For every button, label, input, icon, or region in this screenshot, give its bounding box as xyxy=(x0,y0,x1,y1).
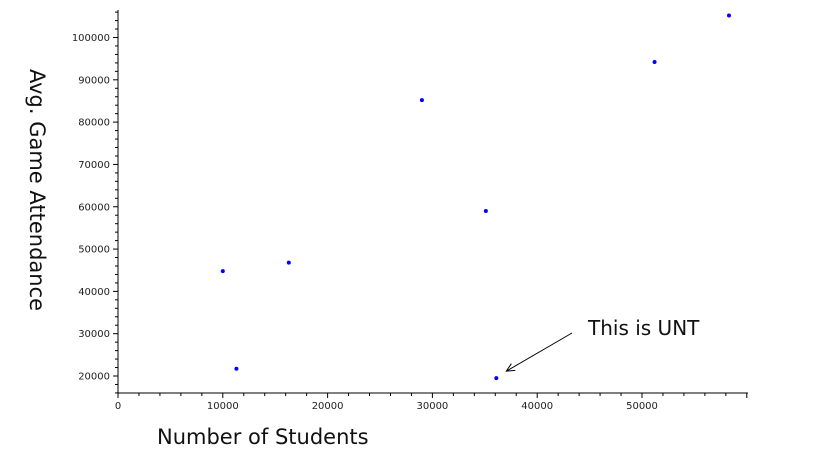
x-axis-title: Number of Students xyxy=(157,425,369,449)
y-tick-label: 80000 xyxy=(78,118,110,129)
y-tick-label: 90000 xyxy=(78,75,110,86)
annotation: This is UNT xyxy=(505,316,700,372)
data-point xyxy=(419,98,424,103)
y-tick-label: 30000 xyxy=(78,329,110,340)
data-point xyxy=(494,376,499,381)
data-point xyxy=(483,208,488,213)
y-tick-label: 40000 xyxy=(78,287,110,298)
y-tick-label: 100000 xyxy=(72,33,110,44)
x-tick-label: 0 xyxy=(115,401,121,412)
y-tick-label: 20000 xyxy=(78,372,110,383)
y-tick-label: 70000 xyxy=(78,160,110,171)
data-point xyxy=(220,269,225,274)
y-tick-label: 60000 xyxy=(78,202,110,213)
data-points xyxy=(220,13,731,381)
data-point xyxy=(234,366,239,371)
annotation-arrow-line xyxy=(506,332,573,372)
x-tick-label: 50000 xyxy=(626,401,658,412)
x-ticks: 0 10000 20000 30000 40000 50000 xyxy=(115,393,748,412)
y-tick-label: 50000 xyxy=(78,245,110,256)
x-tick-label: 30000 xyxy=(416,401,448,412)
y-ticks: 20000 30000 40000 50000 60000 70000 80000 90000… xyxy=(72,11,118,394)
annotation-label: This is UNT xyxy=(587,316,700,340)
data-point xyxy=(726,13,731,18)
y-axis-title: Avg. Game Attendance xyxy=(25,69,49,311)
x-tick-label: 10000 xyxy=(207,401,239,412)
x-tick-label: 20000 xyxy=(312,401,344,412)
data-point xyxy=(286,260,291,265)
x-tick-label: 40000 xyxy=(521,401,553,412)
data-point xyxy=(652,60,657,65)
annotation-arrowhead xyxy=(505,363,516,372)
